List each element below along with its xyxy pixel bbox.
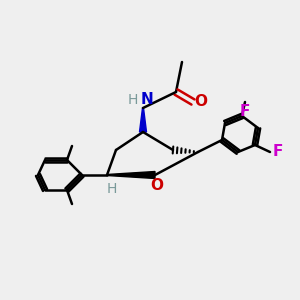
Text: F: F — [240, 104, 250, 119]
Text: H: H — [107, 182, 117, 196]
Text: N: N — [141, 92, 153, 107]
Polygon shape — [140, 108, 146, 132]
Text: O: O — [151, 178, 164, 193]
Text: H: H — [128, 93, 138, 107]
Text: O: O — [194, 94, 208, 110]
Text: F: F — [273, 145, 283, 160]
Polygon shape — [107, 172, 155, 178]
